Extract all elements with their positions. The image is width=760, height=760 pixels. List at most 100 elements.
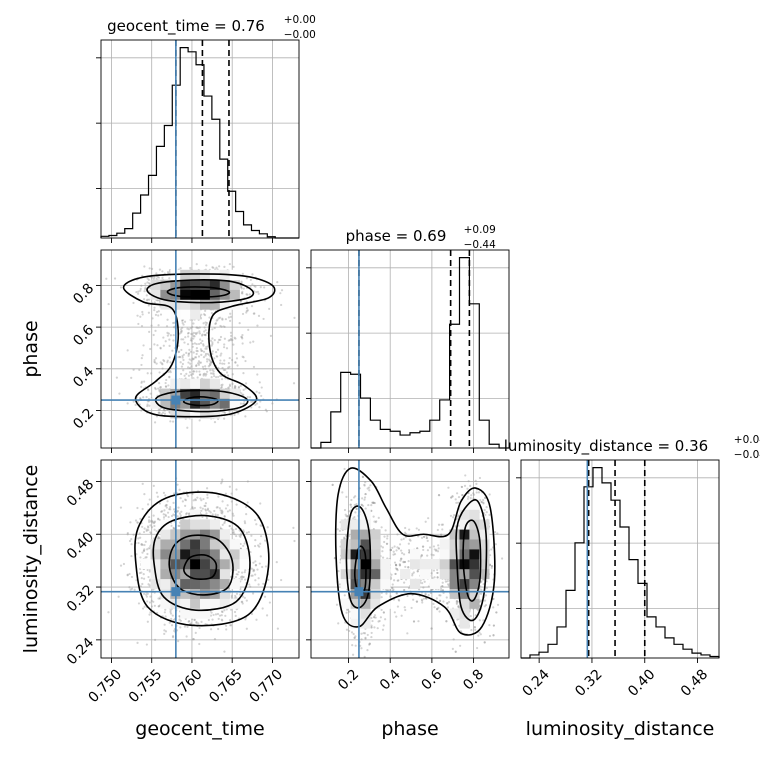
sample-point — [205, 321, 208, 325]
sample-point — [156, 495, 159, 498]
sample-point — [212, 372, 215, 376]
sample-point — [171, 635, 175, 638]
density-bin — [180, 309, 191, 320]
sample-point — [242, 393, 245, 396]
sample-point — [230, 527, 233, 530]
sample-point — [143, 265, 146, 268]
sample-point — [141, 313, 144, 316]
sample-point — [204, 365, 207, 368]
sample-point — [223, 411, 226, 414]
sample-point — [224, 368, 227, 372]
sample-point — [205, 347, 208, 350]
sample-point — [217, 617, 220, 621]
sample-point — [142, 344, 145, 347]
sample-point — [240, 285, 243, 288]
sample-point — [251, 574, 254, 577]
sample-point — [192, 638, 195, 641]
sample-point — [206, 352, 209, 356]
sample-point — [181, 321, 184, 325]
sample-point — [195, 333, 198, 336]
sample-point — [146, 298, 149, 301]
sample-point — [254, 539, 257, 542]
sample-point — [220, 618, 223, 621]
sample-point — [227, 366, 230, 369]
sample-point — [217, 495, 220, 498]
sample-point — [126, 349, 129, 352]
sample-point — [186, 625, 189, 628]
sample-point — [163, 409, 167, 412]
sample-point — [135, 290, 138, 294]
sample-point — [162, 516, 166, 519]
sample-point — [226, 504, 229, 507]
sample-point — [152, 514, 155, 517]
sample-point — [168, 338, 171, 341]
sample-point — [163, 412, 167, 415]
sample-point — [149, 595, 152, 598]
sample-point — [208, 362, 212, 365]
sample-point — [192, 370, 195, 373]
sample-point — [194, 356, 198, 359]
sample-point — [212, 266, 215, 269]
sample-point — [219, 359, 222, 362]
sample-point — [240, 534, 243, 537]
sample-point — [155, 277, 158, 280]
sample-point — [228, 383, 232, 386]
sample-point — [155, 530, 158, 533]
sample-point — [151, 520, 154, 523]
sample-point — [198, 332, 201, 335]
sample-point — [219, 509, 222, 512]
sample-point — [211, 513, 214, 516]
sample-point — [257, 314, 261, 317]
sample-point — [161, 367, 164, 370]
sample-point — [237, 385, 241, 389]
sample-point — [195, 364, 198, 368]
sample-point — [240, 286, 243, 289]
sample-point — [146, 403, 149, 406]
sample-point — [241, 600, 244, 603]
sample-point — [152, 522, 155, 525]
sample-point — [259, 400, 262, 403]
sample-point — [172, 321, 175, 325]
sample-point — [199, 317, 203, 320]
sample-point — [179, 514, 182, 517]
sample-point — [265, 410, 268, 413]
sample-point — [243, 570, 246, 574]
density-bin — [180, 378, 191, 389]
sample-point — [192, 337, 195, 340]
sample-point — [221, 510, 224, 513]
density-bin — [190, 309, 201, 320]
sample-point — [202, 322, 205, 325]
sample-point — [167, 384, 170, 387]
sample-point — [130, 575, 134, 579]
density-bin — [200, 378, 211, 389]
sample-point — [293, 316, 296, 319]
sample-point — [203, 330, 206, 333]
sample-point — [250, 574, 253, 577]
sample-point — [183, 320, 187, 323]
sample-point — [137, 290, 140, 293]
sample-point — [152, 277, 155, 280]
sample-point — [212, 613, 215, 617]
sample-point — [146, 552, 149, 556]
sample-point — [221, 610, 224, 614]
sample-point — [179, 330, 183, 333]
title-upper-error: +0.04 — [734, 434, 760, 446]
sample-point — [201, 339, 204, 343]
sample-point — [239, 300, 242, 303]
sample-point — [165, 385, 168, 388]
sample-point — [211, 372, 214, 375]
sample-point — [188, 348, 191, 351]
sample-point — [162, 491, 166, 494]
sample-point — [218, 265, 221, 268]
sample-point — [243, 542, 246, 545]
sample-point — [152, 484, 155, 487]
sample-point — [199, 348, 203, 351]
sample-point — [153, 520, 157, 523]
sample-point — [244, 359, 247, 363]
sample-point — [209, 339, 213, 342]
sample-point — [176, 483, 179, 486]
sample-point — [172, 527, 176, 530]
sample-point — [230, 492, 233, 495]
sample-point — [223, 417, 226, 420]
